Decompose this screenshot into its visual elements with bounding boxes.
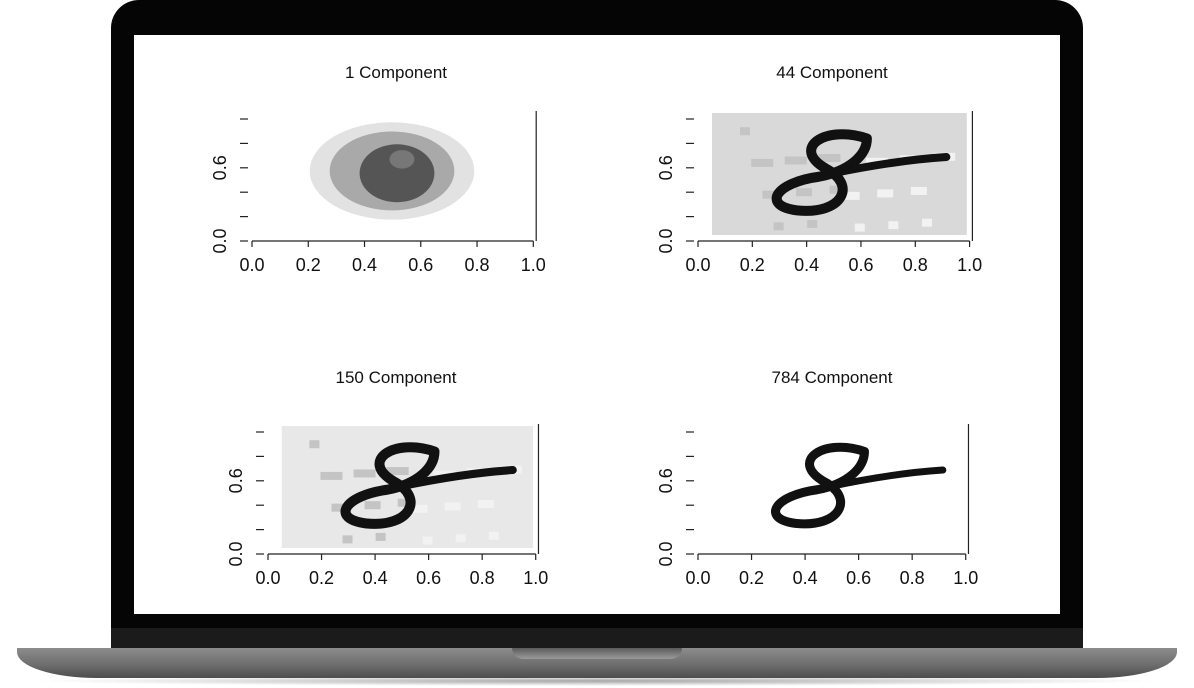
- x-tick-label-3-3: 0.6: [846, 568, 871, 588]
- noise-2-8: [353, 469, 376, 478]
- x-tick-label-1-0: 0.0: [685, 255, 710, 275]
- y-tick-label-1-1: 0.6: [656, 155, 676, 180]
- screen: 1 Component 44 Component 150 Component 7…: [134, 35, 1060, 614]
- laptop-notch: [512, 648, 682, 659]
- x-tick-label-0-4: 0.8: [465, 255, 490, 275]
- panel-title-44: 44 Component: [776, 63, 888, 82]
- noise-1-2: [751, 158, 774, 167]
- noise-1-7: [877, 189, 894, 198]
- x-tick-label-3-4: 0.8: [900, 568, 925, 588]
- x-tick-label-1-3: 0.6: [848, 255, 873, 275]
- x-tick-label-0-1: 0.2: [296, 255, 321, 275]
- noise-1-12: [807, 219, 818, 228]
- y-tick-label-3-1: 0.6: [656, 468, 676, 493]
- noise-2-14: [386, 467, 409, 476]
- y-tick-label-1-0: 0.0: [656, 228, 676, 253]
- digit-tail-1: [829, 153, 951, 178]
- panel-title-1: 1 Component: [344, 63, 448, 82]
- noise-1-16: [829, 185, 846, 194]
- laptop-shadow: [30, 676, 1164, 686]
- x-tick-label-2-2: 0.4: [363, 568, 388, 588]
- x-tick-label-1-4: 0.8: [903, 255, 928, 275]
- y-tick-label-0-1: 0.6: [210, 155, 230, 180]
- noise-2-3: [422, 536, 433, 545]
- laptop-chin: [111, 628, 1083, 650]
- x-tick-label-0-5: 1.0: [521, 255, 546, 275]
- x-tick-label-3-5: 1.0: [953, 568, 978, 588]
- x-tick-label-0-3: 0.6: [408, 255, 433, 275]
- noise-2-10: [364, 501, 381, 510]
- digit-core-0: [359, 144, 435, 203]
- noise-1-4: [762, 190, 779, 199]
- x-tick-label-3-1: 0.2: [739, 568, 764, 588]
- x-tick-label-0-2: 0.4: [352, 255, 377, 275]
- y-tick-label-3-0: 0.0: [656, 541, 676, 566]
- charts-canvas: 0.0 0.2 0.4 0.6 0.8 1.0 0.0 0.6 0.0 0.2 0.4 0.6 0.8 1…: [210, 111, 982, 588]
- x-tick-label-3-2: 0.4: [793, 568, 818, 588]
- noise-1-10: [796, 188, 812, 197]
- noise-1-3: [854, 223, 865, 232]
- x-tick-label-2-3: 0.6: [416, 568, 441, 588]
- noise-2-2: [320, 471, 343, 480]
- noise-2-7: [444, 502, 461, 511]
- digit-hole-0: [389, 150, 415, 169]
- x-tick-label-1-2: 0.4: [794, 255, 819, 275]
- digit-tail-3: [827, 466, 947, 490]
- noise-1-15: [922, 218, 932, 227]
- noise-2-6: [342, 535, 353, 544]
- digit-tail-2: [397, 466, 517, 491]
- noise-1-0: [740, 127, 750, 136]
- noise-1-8: [784, 156, 807, 165]
- x-tick-label-0-0: 0.0: [239, 255, 264, 275]
- panel-title-784: 784 Component: [771, 368, 893, 387]
- y-tick-label-2-0: 0.0: [226, 541, 246, 566]
- y-tick-label-2-1: 0.6: [226, 468, 246, 493]
- panel-title-150: 150 Component: [335, 368, 457, 387]
- noise-2-1: [411, 504, 428, 513]
- noise-2-13: [477, 499, 494, 508]
- x-tick-label-1-1: 0.2: [740, 255, 765, 275]
- x-tick-label-3-0: 0.0: [685, 568, 710, 588]
- noise-1-9: [888, 221, 899, 230]
- noise-2-9: [455, 534, 466, 543]
- y-tick-label-0-0: 0.0: [210, 228, 230, 253]
- noise-1-14: [818, 154, 841, 163]
- noise-2-15: [488, 531, 499, 540]
- x-tick-label-1-5: 1.0: [957, 255, 982, 275]
- x-tick-label-2-1: 0.2: [309, 568, 334, 588]
- noise-1-6: [773, 222, 784, 231]
- x-tick-label-2-4: 0.8: [470, 568, 495, 588]
- noise-1-13: [910, 186, 927, 195]
- x-tick-label-2-5: 1.0: [523, 568, 548, 588]
- noise-2-4: [331, 503, 348, 512]
- noise-1-1: [843, 191, 860, 200]
- noise-2-0: [309, 440, 320, 449]
- noise-2-12: [375, 532, 386, 541]
- x-tick-label-2-0: 0.0: [255, 568, 280, 588]
